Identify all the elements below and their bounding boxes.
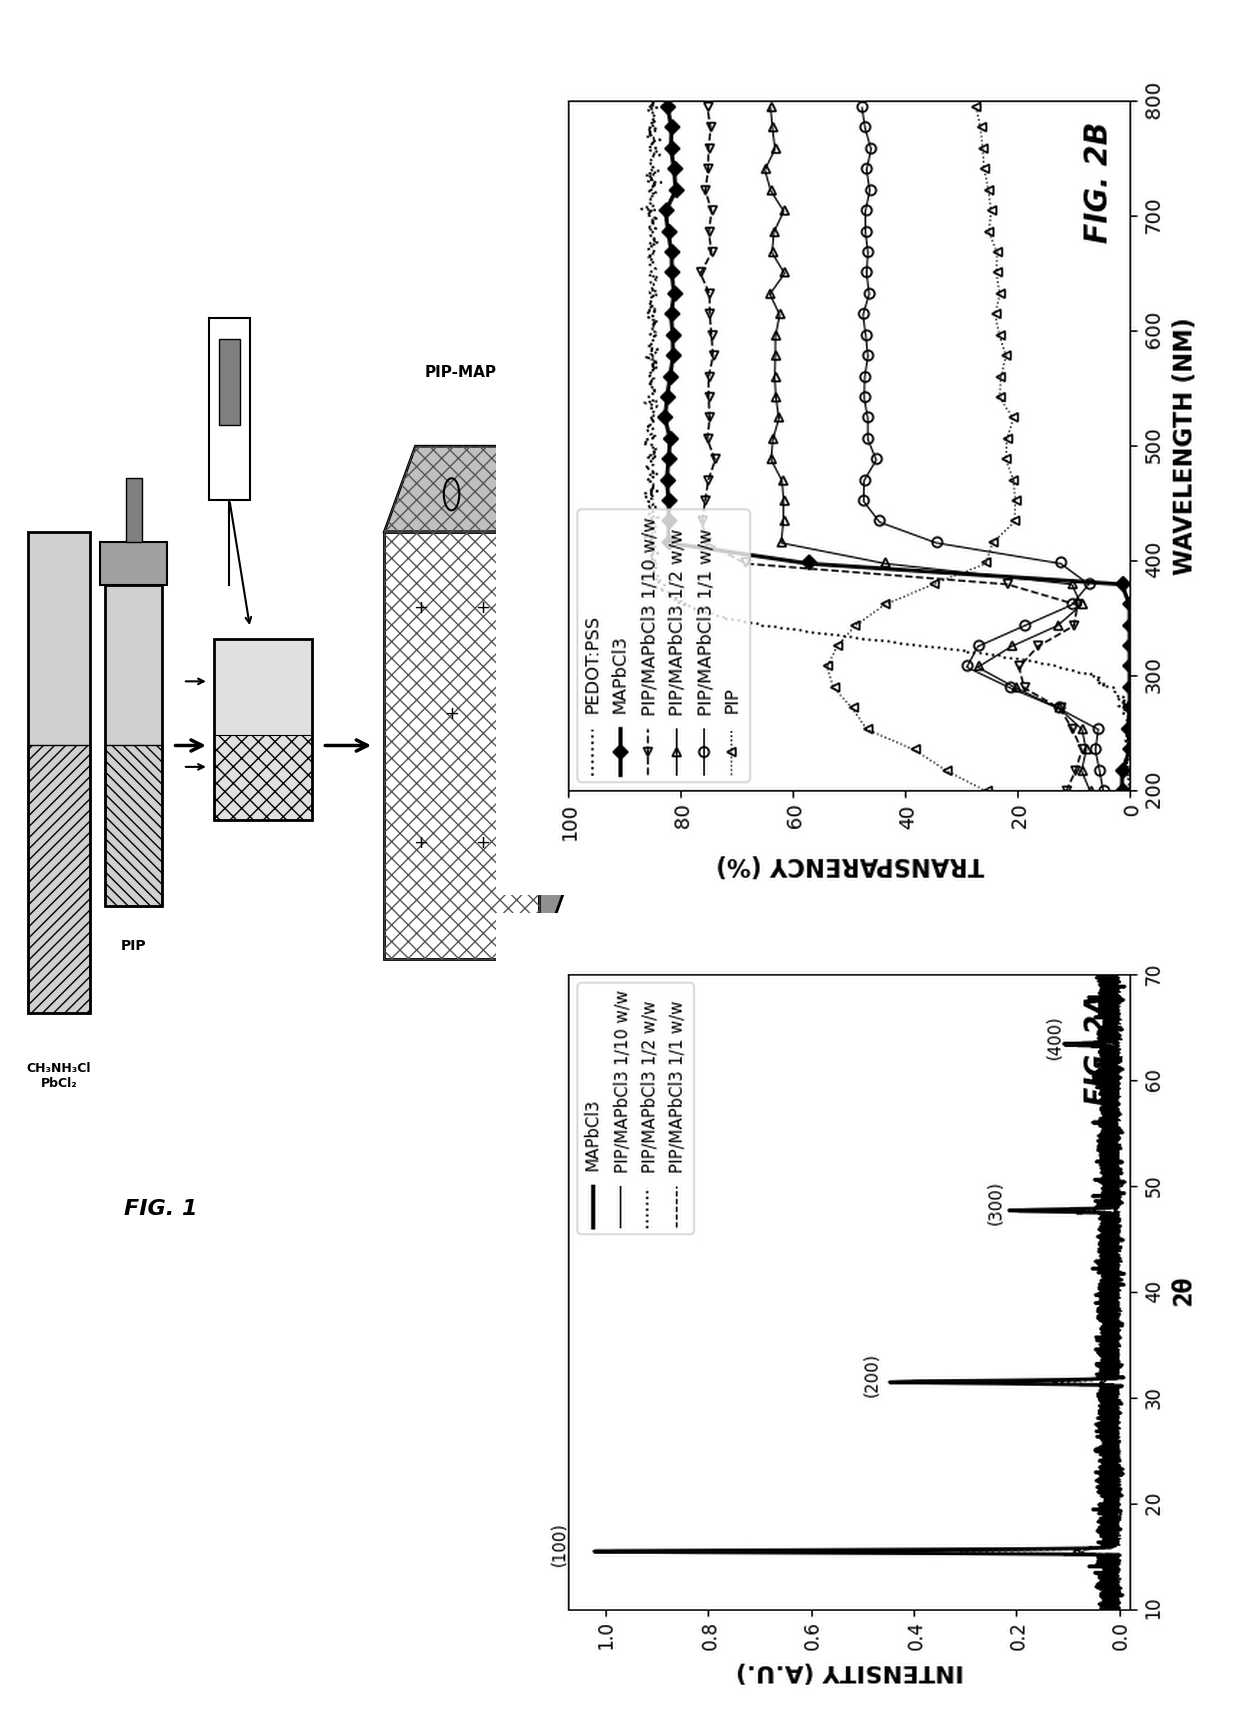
Polygon shape xyxy=(539,446,570,960)
Polygon shape xyxy=(27,532,91,1013)
Polygon shape xyxy=(215,639,312,820)
Text: +: + xyxy=(413,598,428,617)
Text: PIP: PIP xyxy=(122,939,146,953)
Polygon shape xyxy=(384,446,570,532)
Text: FIG. 1: FIG. 1 xyxy=(124,1197,198,1218)
Polygon shape xyxy=(208,319,250,500)
Polygon shape xyxy=(126,479,141,543)
Polygon shape xyxy=(100,543,167,586)
Text: PIP-MAPbCl₃: PIP-MAPbCl₃ xyxy=(424,365,531,379)
Polygon shape xyxy=(219,339,239,426)
Polygon shape xyxy=(105,586,162,906)
Text: +: + xyxy=(413,834,428,851)
Text: +: + xyxy=(475,834,490,851)
Text: CH₃NH₃Cl
PbCl₂: CH₃NH₃Cl PbCl₂ xyxy=(26,1061,92,1089)
Text: +: + xyxy=(475,598,490,617)
Polygon shape xyxy=(384,532,539,960)
Text: +: + xyxy=(444,705,459,724)
Text: +: + xyxy=(506,705,521,724)
